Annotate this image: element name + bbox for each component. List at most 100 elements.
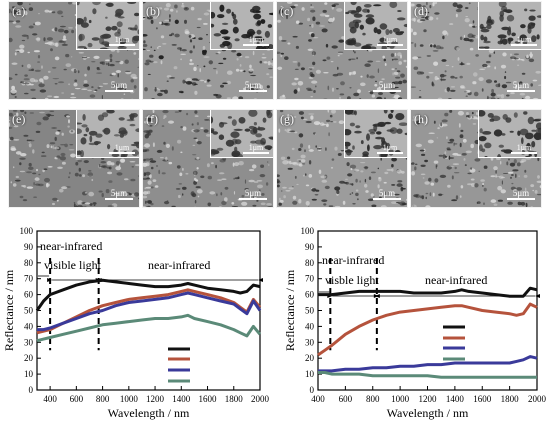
- scale-bar: 5μm: [105, 80, 133, 93]
- y-axis-label: Reflectance / nm: [283, 269, 297, 351]
- arrow-head: [535, 294, 540, 298]
- sem-panel: (g) 1μm 5μm: [276, 109, 408, 208]
- scale-bar: 5μm: [239, 188, 267, 201]
- panel-label: (b): [146, 4, 160, 18]
- x-tick-label: 1600: [473, 394, 492, 404]
- series-line: [35, 278, 261, 312]
- series-line: [317, 302, 538, 357]
- sem-panel: (f) 1μm 5μm: [142, 109, 274, 208]
- series-line: [318, 286, 538, 298]
- arrow-head: [374, 294, 380, 298]
- series-line: [36, 313, 262, 343]
- x-tick-label: 1200: [146, 394, 165, 404]
- reflectance-chart-right: 0 10 20 30 40 50 60 70 80 90 100 400 600 800 1000 1200 1…: [283, 226, 547, 420]
- sem-panel: (c) 1μm 5μm: [276, 1, 408, 100]
- x-tick-label: 1800: [225, 394, 244, 404]
- y-tick-label: 70: [24, 274, 34, 284]
- y-tick-label: 20: [305, 353, 315, 363]
- scale-bar: 5μm: [507, 80, 535, 93]
- y-tick-label: 70: [305, 274, 315, 284]
- inset-scale-bar: 1μm: [511, 143, 537, 155]
- y-tick-label: 100: [301, 226, 315, 236]
- arrow-head: [47, 278, 53, 282]
- y-tick-label: 60: [24, 290, 34, 300]
- sem-inset: [343, 110, 407, 158]
- y-tick-label: 90: [24, 242, 34, 252]
- visible-light-annotation: visble light: [325, 273, 379, 287]
- near-infrared-annotation: near-infrared: [148, 258, 210, 272]
- x-tick-label: 1800: [501, 394, 520, 404]
- inset-scale-bar: 1μm: [511, 35, 537, 47]
- inset-scale-bar: 1μm: [243, 35, 269, 47]
- sem-inset: [209, 2, 273, 50]
- x-tick-label: 1200: [419, 394, 438, 404]
- series-line: [37, 291, 262, 332]
- panel-label: (h): [414, 112, 428, 126]
- sem-panel: (d) 1μm 5μm: [410, 1, 542, 100]
- series-line: [318, 371, 537, 379]
- panel-label: (a): [12, 4, 26, 18]
- sem-inset: [477, 2, 541, 50]
- scale-bar: 5μm: [373, 80, 401, 93]
- sem-inset: [209, 110, 273, 158]
- x-tick-label: 800: [366, 394, 380, 404]
- near-infrared-annotation: near-infrared: [40, 239, 102, 253]
- reflectance-chart-left: 0 10 20 30 40 50 60 70 80 90 100 400 600 800 1000 1200 1…: [2, 226, 270, 420]
- y-tick-label: 60: [305, 290, 315, 300]
- x-tick-label: 1000: [391, 394, 410, 404]
- x-axis-label: Wavelength / nm: [387, 406, 469, 420]
- sem-inset: [477, 110, 541, 158]
- y-tick-label: 50: [24, 306, 34, 316]
- y-tick-label: 50: [305, 306, 315, 316]
- y-tick-label: 40: [24, 321, 34, 331]
- sem-inset: [343, 2, 407, 50]
- sem-panel: (e) 1μm 5μm: [8, 109, 140, 208]
- x-tick-label: 400: [311, 394, 325, 404]
- x-tick-label: 1400: [172, 394, 191, 404]
- x-tick-label: 2000: [528, 394, 547, 404]
- scale-bar: 5μm: [105, 188, 133, 201]
- x-tick-label: 600: [70, 394, 84, 404]
- x-tick-label: 600: [339, 394, 353, 404]
- panel-label: (e): [12, 112, 26, 126]
- panel-label: (g): [280, 112, 294, 126]
- x-tick-label: 2000: [251, 394, 270, 404]
- y-axis-label: Reflectance / nm: [2, 269, 16, 351]
- visible-light-annotation: visible light: [44, 258, 102, 272]
- y-tick-label: 20: [24, 353, 34, 363]
- y-tick-label: 10: [24, 369, 34, 379]
- x-tick-label: 1000: [120, 394, 139, 404]
- x-tick-label: 1400: [446, 394, 465, 404]
- sem-inset: [75, 110, 139, 158]
- x-tick-label: 400: [43, 394, 57, 404]
- sem-panel: (b) 1μm 5μm: [142, 1, 274, 100]
- scale-bar: 5μm: [507, 188, 535, 201]
- inset-scale-bar: 1μm: [109, 35, 135, 47]
- y-tick-label: 0: [310, 385, 315, 395]
- plot-frame: [36, 230, 261, 391]
- inset-scale-bar: 1μm: [109, 143, 135, 155]
- inset-scale-bar: 1μm: [243, 143, 269, 155]
- sem-panel: (a) 1μm 5μm: [8, 1, 140, 100]
- sem-texture: [143, 2, 273, 99]
- y-tick-label: 30: [24, 337, 34, 347]
- x-axis-label: Wavelength / nm: [108, 406, 190, 420]
- sem-panel: (h) 1μm 5μm: [410, 109, 542, 208]
- scale-bar: 5μm: [373, 188, 401, 201]
- arrow-head: [258, 278, 263, 282]
- y-tick-label: 10: [305, 369, 315, 379]
- y-tick-label: 30: [305, 337, 315, 347]
- x-tick-label: 1600: [199, 394, 218, 404]
- panel-label: (d): [414, 4, 428, 18]
- panel-label: (c): [280, 4, 294, 18]
- y-tick-label: 80: [24, 258, 34, 268]
- y-tick-label: 40: [305, 321, 315, 331]
- y-tick-label: 90: [305, 242, 315, 252]
- panel-label: (f): [146, 112, 158, 126]
- x-tick-label: 800: [96, 394, 110, 404]
- y-tick-label: 100: [20, 226, 34, 236]
- series-line: [318, 355, 538, 373]
- near-infrared-annotation: near-infrared: [425, 273, 487, 287]
- sem-inset: [75, 2, 139, 50]
